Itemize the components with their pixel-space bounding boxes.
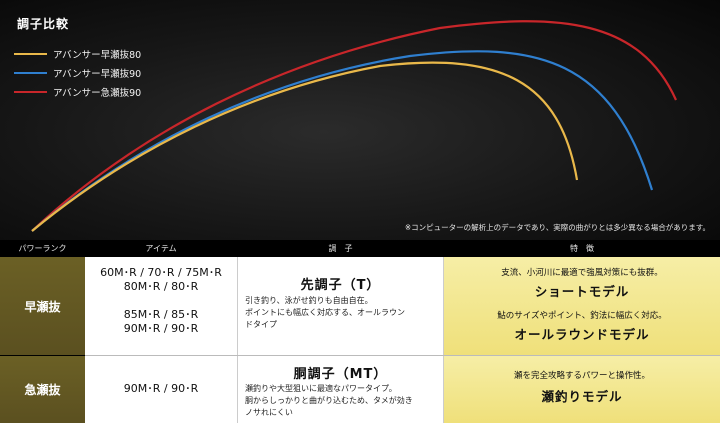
desc-line: ノサれにくい bbox=[245, 408, 293, 417]
item-line: 85M･R / 85･R bbox=[123, 308, 199, 321]
item-cell: 90M･R / 90･R bbox=[85, 356, 237, 423]
action-cell: 先調子（T） 引き釣り、泳がせ釣りも自由自在。 ポイントにも幅広く対応する、オー… bbox=[237, 257, 444, 355]
feature-main: 瀬釣りモデル bbox=[541, 389, 623, 404]
item-line: 90M･R / 90･R bbox=[123, 322, 199, 335]
legend-item: アバンサー早瀬抜80 bbox=[14, 44, 141, 63]
header-action: 調 子 bbox=[328, 244, 353, 253]
legend-label: アバンサー急瀬抜90 bbox=[53, 87, 142, 99]
item-line: 60M･R / 70･R / 75M･R bbox=[100, 266, 222, 279]
item-line: 90M･R / 90･R bbox=[123, 382, 199, 395]
rank-cell: 急瀬抜 bbox=[0, 356, 85, 423]
item-line: 80M･R / 80･R bbox=[123, 280, 199, 293]
item-group: 60M･R / 70･R / 75M･R 80M･R / 80･R bbox=[85, 266, 237, 294]
item-cell: 60M･R / 70･R / 75M･R 80M･R / 80･R 85M･R … bbox=[85, 257, 237, 355]
action-description: 瀬釣りや大型狙いに最適なパワータイプ。 胴からしっかりと曲がり込むため、タメが効… bbox=[245, 383, 439, 419]
legend-label: アバンサー早瀬抜90 bbox=[53, 68, 142, 80]
legend-item: アバンサー早瀬抜90 bbox=[14, 63, 141, 82]
action-description: 引き釣り、泳がせ釣りも自由自在。 ポイントにも幅広く対応する、オールラウン ドタ… bbox=[245, 295, 439, 331]
item-group: 90M･R / 90･R bbox=[85, 382, 237, 396]
feature-sub: 鮎のサイズやポイント、釣法に幅広く対応。 bbox=[497, 311, 667, 321]
header-rank: パワーランク bbox=[18, 244, 67, 253]
desc-line: 引き釣り、泳がせ釣りも自由自在。 bbox=[245, 296, 373, 305]
header-item: アイテム bbox=[145, 244, 177, 253]
action-title: 胴調子（MT） bbox=[293, 367, 388, 382]
desc-line: 胴からしっかりと曲がり込むため、タメが効き bbox=[245, 396, 413, 405]
curve-panel: 調子比較 アバンサー早瀬抜80 アバンサー早瀬抜90 アバンサー急瀬抜90 ※コ… bbox=[0, 0, 720, 240]
legend-line-red bbox=[14, 90, 47, 93]
item-group: 85M･R / 85･R 90M･R / 90･R bbox=[85, 308, 237, 336]
desc-line: ドタイプ bbox=[245, 320, 277, 329]
feature-main: ショートモデル bbox=[534, 284, 630, 299]
legend-item: アバンサー急瀬抜90 bbox=[14, 82, 141, 101]
panel-title: 調子比較 bbox=[17, 17, 70, 31]
feature-sub: 瀬を完全攻略するパワーと操作性。 bbox=[513, 371, 650, 381]
desc-line: 瀬釣りや大型狙いに最適なパワータイプ。 bbox=[245, 384, 397, 393]
action-cell: 胴調子（MT） 瀬釣りや大型狙いに最適なパワータイプ。 胴からしっかりと曲がり込… bbox=[237, 356, 444, 423]
header-feature: 特 徴 bbox=[570, 244, 594, 253]
legend-line-yellow bbox=[14, 52, 47, 55]
feature-cell: 支流、小河川に最適で強風対策にも抜群。 ショートモデル 鮎のサイズやポイント、釣… bbox=[444, 257, 720, 355]
curve-haya-80-yellow bbox=[31, 61, 579, 232]
legend-line-blue bbox=[14, 71, 47, 74]
legend: アバンサー早瀬抜80 アバンサー早瀬抜90 アバンサー急瀬抜90 bbox=[14, 44, 141, 101]
curve-haya-90-red bbox=[31, 20, 678, 232]
disclaimer-note: ※コンピューターの解析上のデータであり、実際の曲がりとは多少異なる場合があります… bbox=[404, 223, 710, 232]
row-divider bbox=[85, 355, 720, 356]
feature-cell: 瀬を完全攻略するパワーと操作性。 瀬釣りモデル bbox=[444, 356, 720, 423]
curve-haya-90-blue bbox=[31, 50, 654, 232]
feature-main: オールラウンドモデル bbox=[514, 327, 650, 342]
feature-sub: 支流、小河川に最適で強風対策にも抜群。 bbox=[501, 268, 663, 278]
desc-line: ポイントにも幅広く対応する、オールラウン bbox=[245, 308, 405, 317]
spec-table: パワーランク アイテム 調 子 特 徴 早瀬抜 60M･R / 70･R / 7… bbox=[0, 241, 720, 423]
rank-cell: 早瀬抜 bbox=[0, 257, 85, 355]
action-title: 先調子（T） bbox=[300, 278, 381, 293]
bend-curves bbox=[31, 20, 678, 232]
legend-label: アバンサー早瀬抜80 bbox=[53, 49, 142, 61]
